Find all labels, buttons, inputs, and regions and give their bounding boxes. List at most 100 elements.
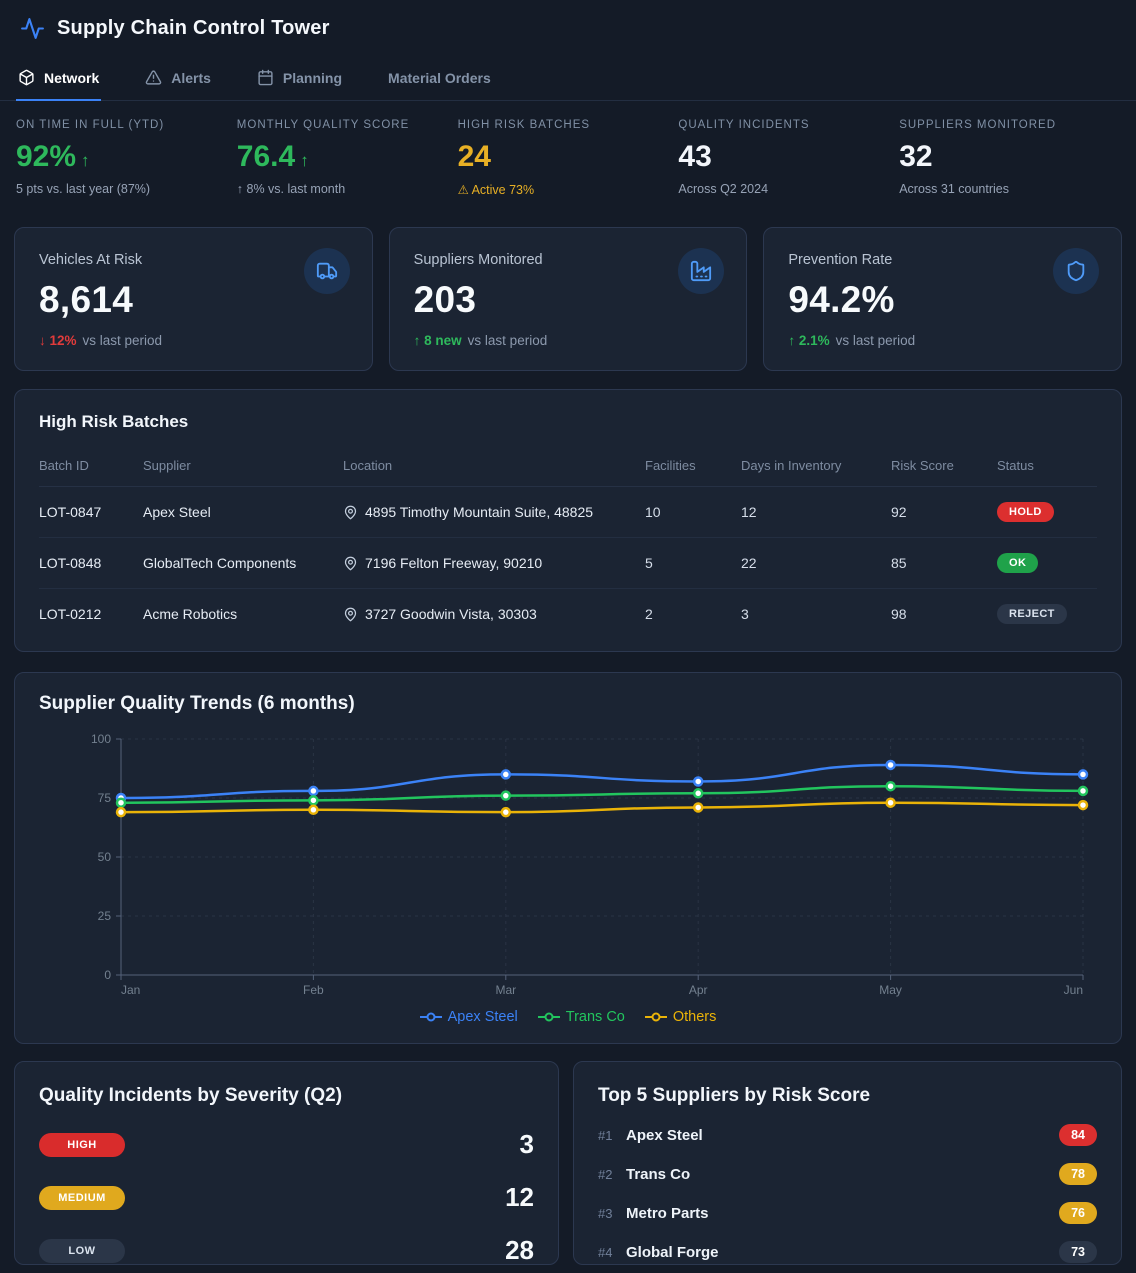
- truck-icon: [303, 248, 350, 294]
- panel-title: Quality Incidents by Severity (Q2): [39, 1085, 343, 1106]
- svg-text:50: 50: [98, 850, 112, 864]
- kpi-high-risk-batches: HIGH RISK BATCHES 24 ⚠ Active 73%: [458, 119, 679, 197]
- svg-text:Apr: Apr: [689, 983, 708, 997]
- table-row[interactable]: LOT-0212 Acme Robotics 3727 Goodwin Vist…: [39, 589, 1097, 639]
- severity-row: LOW 28: [39, 1235, 534, 1265]
- supplier-name: Global Forge: [626, 1243, 719, 1261]
- cell-supplier: GlobalTech Components: [143, 555, 297, 571]
- cell-facilities: 2: [645, 606, 653, 622]
- cell-risk-score: 98: [891, 606, 907, 622]
- tab-label: Planning: [282, 69, 343, 86]
- severity-row: MEDIUM 12: [39, 1182, 534, 1213]
- stat-card-value: 203: [413, 279, 477, 320]
- severity-count: 12: [505, 1182, 534, 1212]
- high-risk-batches-table: Batch ID Supplier Location Facilities Da…: [39, 440, 1097, 639]
- tab-network[interactable]: Network: [16, 61, 102, 101]
- map-pin-icon: [344, 607, 357, 621]
- stat-card-vehicles-at-risk: Vehicles At Risk 8,614 ↓ 12% vs last peri…: [14, 227, 373, 371]
- risk-score-badge: 73: [1059, 1241, 1097, 1263]
- stat-card-row: Vehicles At Risk 8,614 ↓ 12% vs last peri…: [14, 227, 1122, 371]
- app-header: Supply Chain Control Tower: [0, 0, 1136, 41]
- tab-label: Material Orders: [388, 69, 491, 86]
- tab-planning[interactable]: Planning: [255, 61, 344, 101]
- tab-label: Network: [44, 69, 100, 86]
- cell-batch-id: LOT-0212: [39, 606, 102, 622]
- status-badge: OK: [997, 553, 1039, 573]
- legend-marker-icon: [644, 1012, 667, 1022]
- kpi-subtext: Across 31 countries: [899, 182, 1009, 196]
- quality-incidents-panel: Quality Incidents by Severity (Q2) HIGH …: [14, 1061, 559, 1265]
- stat-card-suppliers-monitored: Suppliers Monitored 203 ↑ 8 new vs last p…: [388, 227, 748, 371]
- legend-item[interactable]: Trans Co: [537, 1009, 625, 1025]
- svg-text:Feb: Feb: [303, 983, 324, 997]
- legend-marker-icon: [537, 1012, 560, 1022]
- cell-batch-id: LOT-0847: [39, 504, 102, 520]
- kpi-label: QUALITY INCIDENTS: [678, 119, 810, 131]
- supplier-rank-row[interactable]: #2 Trans Co 78: [598, 1163, 1097, 1185]
- kpi-value: 24: [457, 140, 491, 173]
- stat-card-prevention-rate: Prevention Rate 94.2% ↑ 2.1% vs last peri…: [763, 227, 1122, 371]
- alert-triangle-icon: [145, 70, 162, 85]
- kpi-monthly-quality-score: MONTHLY QUALITY SCORE 76.4 ↑ ↑ 8% vs. las…: [237, 119, 458, 197]
- col-status: Status: [997, 458, 1034, 473]
- svg-text:25: 25: [98, 909, 112, 923]
- map-pin-icon: [344, 505, 357, 519]
- cell-location: 7196 Felton Freeway, 90210: [343, 555, 645, 571]
- stat-card-title: Prevention Rate: [788, 252, 893, 268]
- svg-text:100: 100: [91, 732, 111, 746]
- risk-score-badge: 76: [1059, 1202, 1097, 1224]
- kpi-value: 76.4 ↑: [236, 140, 309, 173]
- kpi-quality-incidents: QUALITY INCIDENTS 43 Across Q2 2024: [678, 119, 899, 197]
- shield-icon: [1052, 248, 1099, 294]
- supplier-rank-row[interactable]: #4 Global Forge 73: [598, 1241, 1097, 1263]
- stat-card-value: 94.2%: [788, 279, 895, 320]
- kpi-label: SUPPLIERS MONITORED: [899, 119, 1057, 131]
- col-facilities: Facilities: [645, 458, 696, 473]
- svg-text:Mar: Mar: [495, 983, 516, 997]
- table-row[interactable]: LOT-0848 GlobalTech Components 7196 Felt…: [39, 538, 1097, 589]
- trend-chart-svg: 0 25 50 75 100 Jan Feb Mar Apr May Jun: [91, 732, 1089, 997]
- supplier-rank: #1: [598, 1127, 613, 1143]
- supplier-rank-row[interactable]: #3 Metro Parts 76: [598, 1202, 1097, 1224]
- severity-count: 28: [505, 1235, 534, 1265]
- cell-risk-score: 85: [891, 555, 907, 571]
- col-days-in-inventory: Days in Inventory: [741, 458, 842, 473]
- status-badge: REJECT: [997, 604, 1067, 624]
- trend-up-icon: ↑: [300, 151, 309, 170]
- status-badge: HOLD: [997, 502, 1054, 522]
- supplier-quality-trends-panel: Supplier Quality Trends (6 months) 0 25 50…: [14, 672, 1122, 1044]
- kpi-suppliers-monitored: SUPPLIERS MONITORED 32 Across 31 countri…: [899, 119, 1120, 197]
- tab-alerts[interactable]: Alerts: [143, 61, 213, 101]
- cell-facilities: 10: [645, 504, 661, 520]
- line-chart: 0 25 50 75 100 Jan Feb Mar Apr May Jun: [39, 727, 1097, 1007]
- supplier-name: Trans Co: [626, 1165, 691, 1183]
- col-supplier: Supplier: [143, 458, 191, 473]
- svg-text:Jan: Jan: [121, 983, 140, 997]
- svg-text:0: 0: [104, 968, 111, 982]
- kpi-subtext: Across Q2 2024: [678, 182, 769, 196]
- risk-score-badge: 84: [1059, 1124, 1097, 1146]
- table-row[interactable]: LOT-0847 Apex Steel 4895 Timothy Mountai…: [39, 487, 1097, 538]
- map-pin-icon: [344, 556, 357, 570]
- svg-text:May: May: [879, 983, 902, 997]
- supplier-rank-row[interactable]: #1 Apex Steel 84: [598, 1124, 1097, 1146]
- cell-risk-score: 92: [891, 504, 907, 520]
- high-risk-batches-panel: High Risk Batches Batch ID Supplier Loca…: [14, 389, 1122, 652]
- cell-location: 4895 Timothy Mountain Suite, 48825: [343, 504, 645, 520]
- severity-row: HIGH 3: [39, 1129, 534, 1160]
- activity-pulse-icon: [21, 18, 44, 39]
- supplier-rank: #2: [598, 1166, 613, 1182]
- stat-card-value: 8,614: [39, 279, 134, 320]
- tab-material-orders[interactable]: Material Orders: [386, 61, 493, 101]
- kpi-subtext: ↑ 8% vs. last month: [236, 182, 346, 196]
- legend-item[interactable]: Apex Steel: [419, 1009, 518, 1025]
- panel-title: High Risk Batches: [39, 412, 189, 431]
- svg-text:Jun: Jun: [1064, 983, 1083, 997]
- calendar-icon: [258, 69, 273, 86]
- cell-location: 3727 Goodwin Vista, 30303: [343, 606, 645, 622]
- kpi-label: HIGH RISK BATCHES: [457, 119, 591, 131]
- cell-days-in-inventory: 12: [741, 504, 757, 520]
- legend-item[interactable]: Others: [644, 1009, 716, 1025]
- cell-batch-id: LOT-0848: [39, 555, 102, 571]
- kpi-on-time-in-full: ON TIME IN FULL (YTD) 92% ↑ 5 pts vs. las…: [16, 119, 237, 197]
